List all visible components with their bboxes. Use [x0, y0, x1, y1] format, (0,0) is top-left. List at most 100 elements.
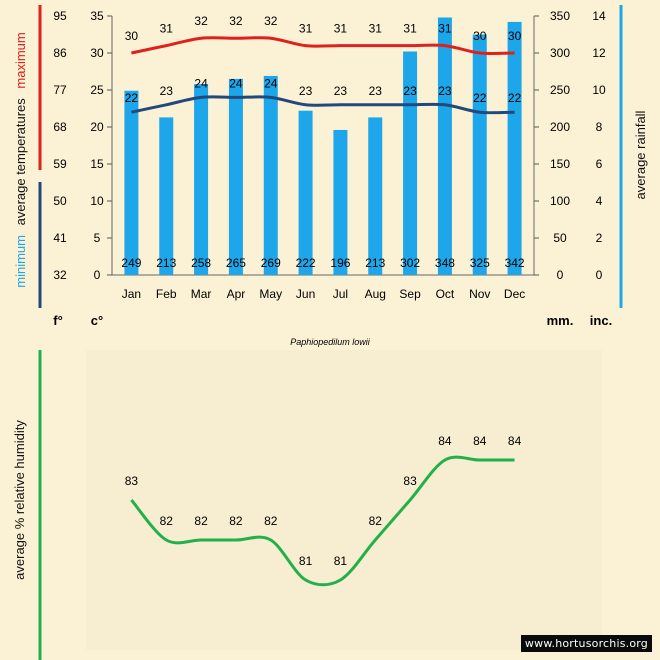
celsius-tick: 30: [90, 46, 104, 60]
max-temperature-label: 32: [264, 14, 278, 28]
month-label: Dec: [504, 287, 525, 301]
min-temperature-label: 23: [403, 84, 417, 98]
min-temperature-label: 23: [369, 84, 383, 98]
humidity-chart: 83 82 82 82 82 81 81 82 83 84 84 84: [125, 434, 522, 587]
celsius-tick: 15: [90, 157, 104, 171]
temperature-rainfall-labels: Jan 249 30 22 Feb 213 31 23 Mar 258 32 24 Apr 265 32 24…: [121, 14, 525, 301]
inch-unit-label: inc.: [590, 313, 612, 328]
rainfall-value-label: 302: [400, 256, 420, 270]
rainfall-bar: [437, 17, 452, 275]
inch-tick: 2: [596, 231, 603, 245]
humidity-value-label: 82: [194, 514, 208, 528]
rainfall-bar: [298, 110, 313, 275]
rainfall-bar: [472, 34, 487, 275]
rainfall-value-label: 265: [226, 256, 246, 270]
humidity-value-label: 84: [473, 434, 487, 448]
celsius-tick: 35: [90, 9, 104, 23]
max-temperature-label: 31: [334, 22, 348, 36]
month-label: Apr: [227, 287, 246, 301]
celsius-tick: 5: [94, 231, 101, 245]
mm-tick: 0: [557, 268, 564, 282]
celsius-tick: 25: [90, 83, 104, 97]
rainfall-bar: [333, 129, 348, 275]
month-label: Jul: [333, 287, 348, 301]
mm-tick: 150: [550, 157, 570, 171]
rainfall-value-label: 342: [505, 256, 525, 270]
min-temperature-label: 23: [334, 84, 348, 98]
humidity-value-label: 81: [334, 554, 348, 568]
max-temperature-label: 31: [438, 22, 452, 36]
humidity-panel-background: [86, 350, 602, 650]
temperature-axis-title: minimum average temperatures maximum: [13, 32, 28, 288]
rainfall-value-label: 348: [435, 256, 455, 270]
fahrenheit-tick: 50: [53, 194, 67, 208]
month-label: Mar: [191, 287, 212, 301]
mm-tick: 250: [550, 83, 570, 97]
watermark: www.hortusorchis.org: [520, 635, 652, 652]
rainfall-bar: [263, 75, 278, 275]
month-label: May: [259, 287, 282, 301]
inch-tick: 8: [596, 120, 603, 134]
min-temperature-line: [131, 95, 515, 115]
rainfall-bar: [124, 90, 139, 276]
inch-tick: 6: [596, 157, 603, 171]
rainfall-value-label: 249: [121, 256, 141, 270]
inch-tick: 14: [592, 9, 606, 23]
month-label: Sep: [399, 287, 421, 301]
max-temperature-label: 31: [299, 22, 313, 36]
min-temperature-label: 24: [194, 76, 208, 90]
max-temperature-label: 30: [508, 29, 522, 43]
rainfall-value-label: 269: [261, 256, 281, 270]
rainfall-value-label: 213: [156, 256, 176, 270]
rainfall-bar: [228, 78, 243, 276]
rainfall-value-label: 258: [191, 256, 211, 270]
min-temperature-label: 22: [473, 91, 487, 105]
max-temperature-label: 32: [229, 14, 243, 28]
rainfall-bar: [194, 84, 209, 275]
inch-tick: 4: [596, 194, 603, 208]
humidity-line: [130, 455, 515, 587]
mm-tick: 350: [550, 9, 570, 23]
rainfall-bar: [403, 51, 418, 275]
month-label: Nov: [469, 287, 490, 301]
celsius-tick: 10: [90, 194, 104, 208]
rainfall-value-label: 213: [365, 256, 385, 270]
humidity-axis-title: average % relative humidity: [12, 420, 27, 580]
min-temperature-label: 22: [508, 91, 522, 105]
min-temperature-label: 23: [299, 84, 313, 98]
fahrenheit-unit-label: f°: [53, 313, 63, 328]
inch-tick: 12: [592, 46, 606, 60]
max-temperature-label: 31: [403, 22, 417, 36]
humidity-value-label: 82: [369, 514, 383, 528]
max-temperature-line: [131, 36, 515, 56]
max-temperature-label: 30: [473, 29, 487, 43]
month-label: Jan: [122, 287, 141, 301]
rainfall-axis-title: average rainfall: [633, 110, 648, 199]
max-temperature-label: 32: [194, 14, 208, 28]
mm-tick: 100: [550, 194, 570, 208]
average-temperatures-label: average temperatures: [13, 98, 28, 226]
min-temperature-label: 23: [438, 84, 452, 98]
humidity-value-label: 84: [438, 434, 452, 448]
max-temperature-label: 31: [369, 22, 383, 36]
mm-tick: 50: [553, 231, 567, 245]
month-label: Jun: [296, 287, 315, 301]
max-temperature-label: 30: [125, 29, 139, 43]
max-temperature-label: 31: [160, 22, 174, 36]
celsius-unit-label: c°: [91, 313, 103, 328]
celsius-tick: 0: [94, 268, 101, 282]
min-temperature-label: 24: [264, 76, 278, 90]
celsius-tick: 20: [90, 120, 104, 134]
humidity-value-label: 82: [264, 514, 278, 528]
fahrenheit-tick: 59: [53, 157, 67, 171]
humidity-value-label: 82: [160, 514, 174, 528]
rainfall-value-label: 325: [470, 256, 490, 270]
fahrenheit-tick: 77: [53, 83, 67, 97]
chart-title: Paphiopedilum lowii: [290, 337, 371, 347]
month-label: Feb: [156, 287, 177, 301]
rainfall-bar: [368, 117, 383, 275]
humidity-value-label: 82: [229, 514, 243, 528]
humidity-value-label: 83: [403, 474, 417, 488]
